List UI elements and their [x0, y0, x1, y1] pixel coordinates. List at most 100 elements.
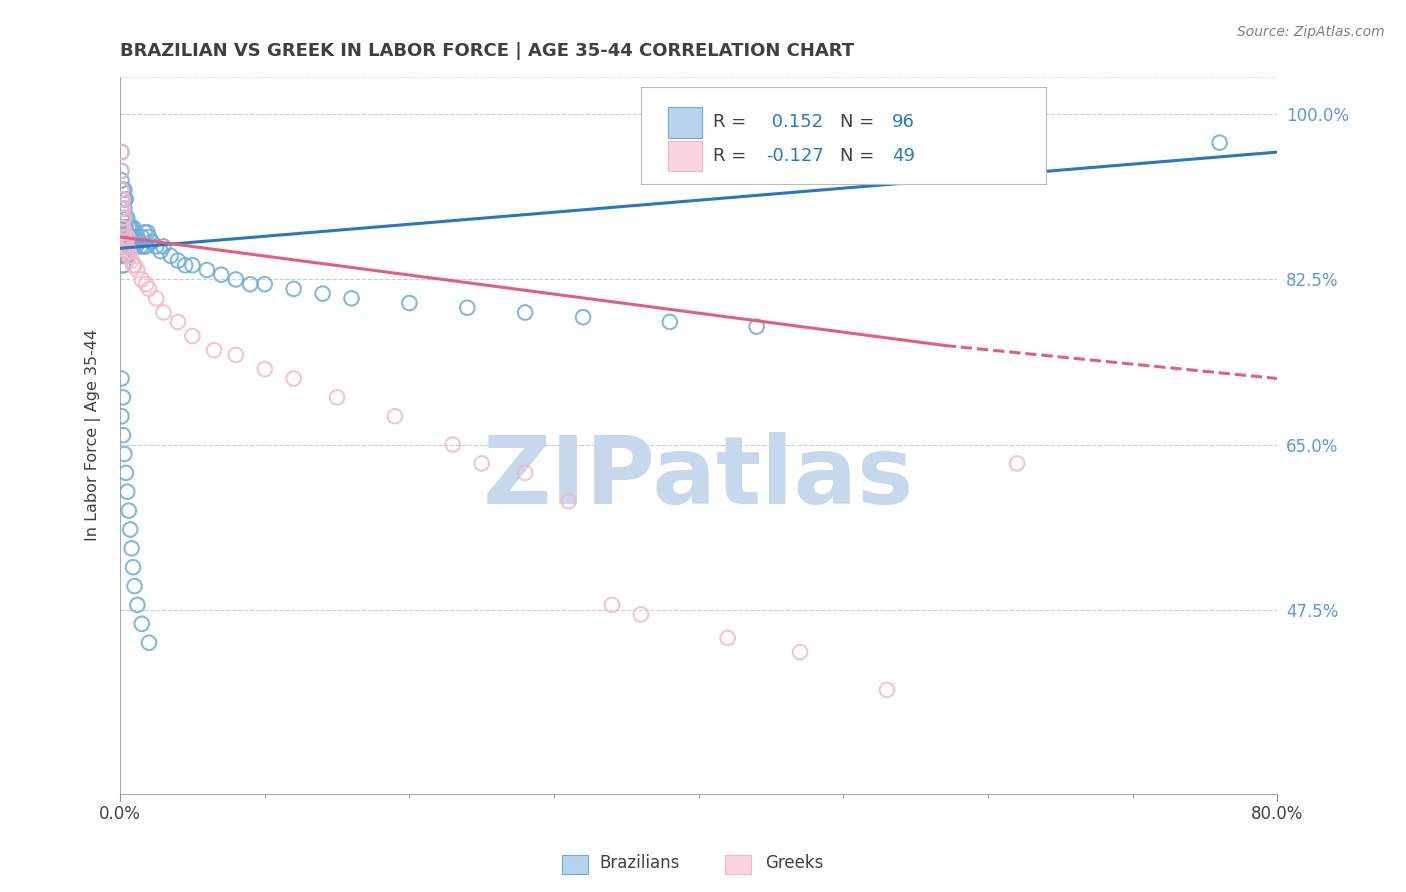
Point — [112, 230, 135, 244]
Point — [112, 211, 135, 226]
Text: R =: R = — [713, 113, 752, 131]
Point — [111, 258, 134, 272]
Point — [110, 192, 132, 206]
Point — [110, 202, 132, 216]
Point — [127, 263, 149, 277]
Point — [135, 239, 157, 253]
Point — [600, 598, 623, 612]
Point — [111, 211, 134, 226]
Point — [110, 145, 132, 159]
Point — [110, 192, 132, 206]
Point — [111, 239, 134, 253]
Point — [745, 319, 768, 334]
Point — [127, 598, 149, 612]
Point — [283, 282, 305, 296]
Point — [121, 541, 143, 556]
Point — [1005, 457, 1028, 471]
Point — [122, 239, 145, 253]
Point — [122, 220, 145, 235]
Point — [111, 239, 134, 253]
Point — [115, 211, 138, 226]
Point — [112, 220, 135, 235]
Point — [112, 183, 135, 197]
Point — [111, 192, 134, 206]
Point — [110, 183, 132, 197]
Point — [202, 343, 225, 358]
Point — [112, 225, 135, 239]
Point — [326, 391, 349, 405]
Point — [111, 220, 134, 235]
Point — [110, 183, 132, 197]
Point — [167, 253, 190, 268]
Point — [112, 192, 135, 206]
Point — [120, 523, 142, 537]
Point — [111, 428, 134, 442]
Point — [398, 296, 420, 310]
Point — [195, 263, 218, 277]
Point — [111, 211, 134, 226]
Point — [225, 272, 247, 286]
Point — [112, 239, 135, 253]
Point — [110, 173, 132, 187]
Point — [120, 239, 142, 253]
Point — [110, 164, 132, 178]
Text: N =: N = — [839, 113, 880, 131]
Point — [115, 192, 138, 206]
Text: BRAZILIAN VS GREEK IN LABOR FORCE | AGE 35-44 CORRELATION CHART: BRAZILIAN VS GREEK IN LABOR FORCE | AGE … — [120, 42, 855, 60]
Point — [111, 192, 134, 206]
Point — [131, 616, 153, 631]
Point — [117, 239, 139, 253]
Point — [112, 230, 135, 244]
Point — [131, 272, 153, 286]
Y-axis label: In Labor Force | Age 35-44: In Labor Force | Age 35-44 — [86, 329, 101, 541]
Point — [124, 579, 146, 593]
Text: N =: N = — [839, 147, 880, 165]
Point — [115, 230, 138, 244]
Point — [167, 315, 190, 329]
Point — [120, 249, 142, 263]
Point — [152, 239, 174, 253]
Point — [181, 258, 204, 272]
Point — [131, 230, 153, 244]
Point — [121, 230, 143, 244]
Point — [129, 239, 152, 253]
Point — [111, 202, 134, 216]
Point — [125, 239, 148, 253]
Point — [111, 258, 134, 272]
FancyBboxPatch shape — [668, 141, 702, 171]
Point — [110, 230, 132, 244]
Point — [181, 329, 204, 343]
Point — [717, 631, 740, 645]
Point — [456, 301, 478, 315]
Point — [118, 503, 141, 517]
Point — [384, 409, 406, 424]
Point — [120, 230, 142, 244]
Point — [159, 249, 181, 263]
Point — [111, 391, 134, 405]
Point — [239, 277, 262, 292]
Point — [110, 211, 132, 226]
Point — [135, 277, 157, 292]
Point — [121, 253, 143, 268]
Text: ZIPatlas: ZIPatlas — [484, 432, 914, 524]
Point — [1208, 136, 1230, 150]
Point — [515, 466, 537, 480]
Point — [115, 220, 138, 235]
Point — [283, 371, 305, 385]
Point — [122, 560, 145, 574]
Text: 49: 49 — [891, 147, 915, 165]
Point — [118, 244, 141, 259]
Point — [340, 291, 363, 305]
Text: 96: 96 — [891, 113, 915, 131]
Point — [876, 682, 898, 697]
Point — [311, 286, 333, 301]
Point — [110, 409, 132, 424]
Point — [471, 457, 494, 471]
Point — [111, 230, 134, 244]
Point — [110, 202, 132, 216]
Point — [110, 249, 132, 263]
Point — [111, 202, 134, 216]
Point — [110, 220, 132, 235]
Text: 0.152: 0.152 — [766, 113, 823, 131]
Point — [112, 202, 135, 216]
